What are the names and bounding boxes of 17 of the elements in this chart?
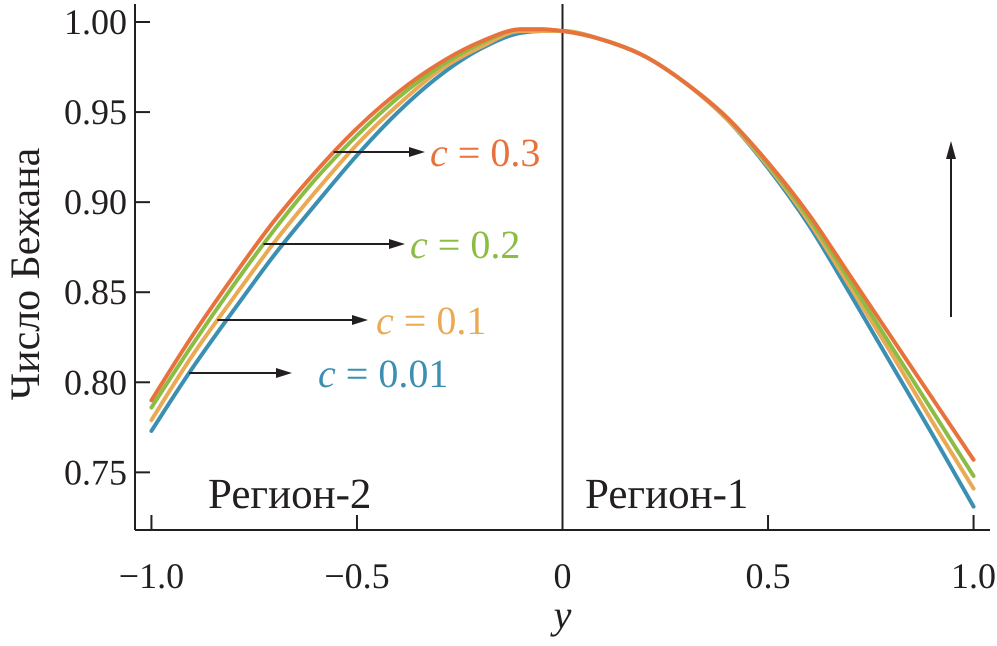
series-label: c = 0.3	[430, 130, 540, 174]
y-tick-label: 0.75	[64, 452, 127, 492]
text: c = 0.01	[318, 350, 448, 396]
x-tick-label: −1.0	[118, 556, 184, 596]
y-axis-title: Число Бежана	[3, 147, 49, 400]
annotation: Регион-1	[585, 471, 748, 518]
y-tick-label: 0.95	[64, 92, 127, 132]
text: c = 0.2	[410, 222, 520, 266]
annotation: Регион-2	[208, 471, 372, 518]
y-tick-label: 0.90	[64, 182, 127, 222]
y-tick-label: 0.80	[64, 362, 127, 402]
text: c = 0.1	[376, 298, 486, 342]
y-tick-label: 0.85	[64, 272, 127, 312]
x-tick-label: 1.0	[951, 556, 996, 596]
x-tick-label: −0.5	[324, 556, 390, 596]
x-tick-label: 0.5	[746, 556, 791, 596]
y-tick-label: 1.00	[64, 2, 127, 42]
